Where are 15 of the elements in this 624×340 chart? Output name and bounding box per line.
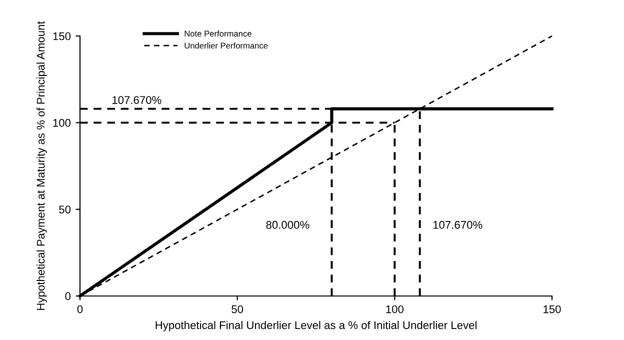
y-axis-title: Hypothetical Payment at Maturity as % of Principal Amount [36, 21, 47, 310]
x-tick-label: 150 [544, 305, 561, 314]
y-tick-label: 50 [59, 206, 71, 214]
y-tick-label: 100 [53, 118, 71, 127]
x-tick-label: 0 [77, 305, 83, 314]
annotation: 107.670% [433, 220, 482, 229]
x-tick-label: 50 [232, 305, 244, 314]
y-tick-label: 0 [65, 292, 71, 300]
legend-label: Underlier Performance [184, 42, 268, 49]
annotation: 107.670% [112, 96, 162, 104]
x-tick-label: 100 [386, 305, 404, 314]
x-axis-title: Hypothetical Final Underlier Level as a % of Initial Underlier Level [156, 320, 476, 332]
y-tick-label: 150 [53, 32, 71, 40]
annotation: 80.000% [266, 220, 310, 229]
legend-label: Note Performance [184, 30, 252, 37]
